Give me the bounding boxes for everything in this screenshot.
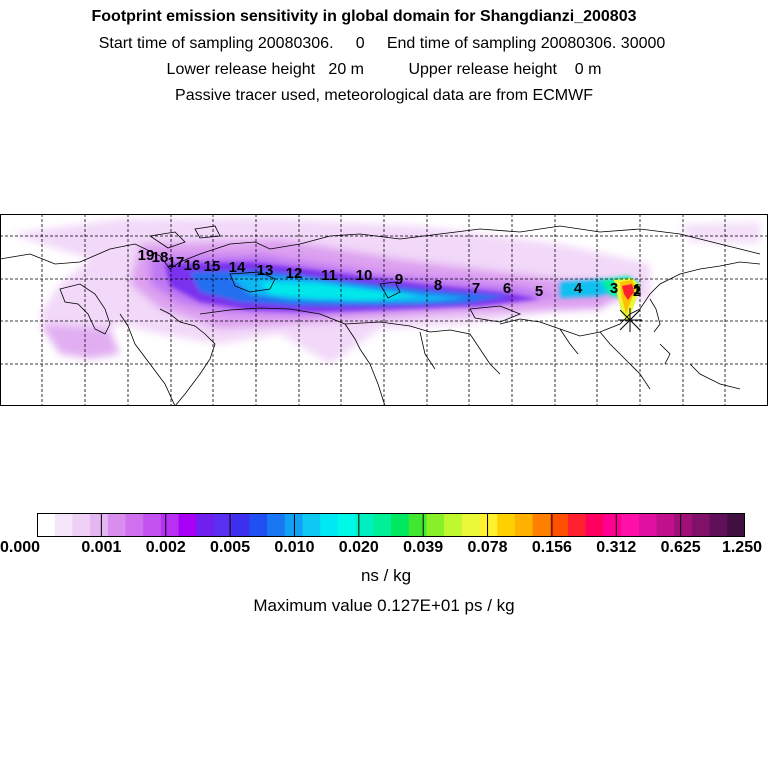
colorbar-tick-label: 1.250: [721, 539, 762, 556]
day-label: 16: [184, 257, 201, 274]
colorbar-cell: [320, 513, 339, 537]
day-label: 10: [356, 267, 373, 284]
colorbar-units: ns / kg: [360, 566, 412, 585]
colorbar-cell: [479, 513, 498, 537]
colorbar-cell: [532, 513, 551, 537]
colorbar-tick-label: 0.000: [0, 539, 41, 556]
colorbar-cell: [674, 513, 693, 537]
colorbar-cell: [143, 513, 162, 537]
colorbar-cell: [196, 513, 215, 537]
colorbar-cell: [54, 513, 73, 537]
day-label: 6: [503, 280, 511, 297]
colorbar-tick-label: 0.156: [531, 539, 572, 556]
colorbar-cell: [621, 513, 640, 537]
colorbar-cell: [727, 513, 745, 537]
plot-title: Footprint emission sensitivity in global…: [91, 8, 637, 25]
colorbar-cell: [426, 513, 445, 537]
colorbar-tick-label: 0.002: [145, 539, 186, 556]
colorbar-cell: [249, 513, 268, 537]
day-label: 13: [257, 262, 274, 279]
colorbar-cell: [302, 513, 321, 537]
maximum-value-text: Maximum value 0.127E+01 ps / kg: [253, 596, 515, 615]
colorbar-tick-label: 0.039: [403, 539, 444, 556]
colorbar-cell: [284, 513, 304, 537]
colorbar-cell: [355, 513, 374, 537]
colorbar-tick-label: 0.625: [660, 539, 701, 556]
day-label: 3: [610, 280, 618, 297]
graticule: [0, 214, 768, 406]
colorbar-cell: [408, 513, 427, 537]
colorbar-cell: [444, 513, 463, 537]
colorbar-cell: [178, 513, 197, 537]
day-label: 1: [633, 281, 641, 298]
colorbar-separators: [100, 513, 682, 537]
day-label: 19: [138, 247, 155, 264]
colorbar-tick-label: 0.001: [81, 539, 122, 556]
colorbar-cell: [373, 513, 392, 537]
day-label: 7: [472, 280, 480, 297]
day-label: 4: [574, 280, 583, 297]
colorbar-cell: [125, 513, 144, 537]
colorbar-cell: [337, 513, 357, 537]
colorbar-cell: [90, 513, 109, 537]
colorbar-cell: [603, 513, 622, 537]
colorbar-cell: [550, 513, 569, 537]
sampling-time-line: Start time of sampling 20080306. 0 End t…: [98, 35, 666, 52]
colorbar-cell: [72, 513, 91, 537]
colorbar-cell: [391, 513, 410, 537]
colorbar-cell: [461, 513, 481, 537]
tracer-info-line: Passive tracer used, meteorological data…: [175, 87, 593, 104]
day-label: 9: [395, 271, 403, 288]
day-label: 18: [152, 249, 169, 266]
colorbar-cell: [709, 513, 728, 537]
colorbar-cell: [231, 513, 250, 537]
colorbar-cell: [107, 513, 127, 537]
colorbar-cell: [37, 513, 56, 537]
colorbar-frame: [37, 513, 745, 537]
colorbar-cell: [497, 513, 516, 537]
footprint-map: 1 2 3 4 5 6 7 8 9 10 11 12 13 14 15 16 1…: [0, 214, 768, 406]
day-label: 15: [204, 258, 221, 275]
colorbar-cell: [267, 513, 286, 537]
colorbar-cell: [638, 513, 658, 537]
colorbar-cell: [585, 513, 604, 537]
colorbar-tick-label: 0.010: [274, 539, 315, 556]
colorbar-cell: [214, 513, 233, 537]
day-label: 2: [633, 283, 641, 300]
colorbar-tick-label: 0.078: [467, 539, 508, 556]
colorbar-cell: [691, 513, 711, 537]
colorbar-cell: [656, 513, 675, 537]
day-label: 17: [168, 254, 185, 271]
colorbar-cells: [37, 513, 745, 537]
day-label: 11: [321, 267, 337, 284]
day-label: 14: [229, 259, 246, 276]
sensitivity-field: [10, 218, 760, 364]
colorbar-tick-label: 0.312: [596, 539, 637, 556]
colorbar-cell: [568, 513, 587, 537]
day-label: 5: [535, 283, 543, 300]
colorbar-cell: [514, 513, 534, 537]
day-label: 12: [286, 265, 303, 282]
station-cross-icon: [618, 308, 642, 332]
colorbar-cell: [160, 513, 180, 537]
day-label: 8: [434, 277, 442, 294]
colorbar-tick-label: 0.020: [338, 539, 379, 556]
colorbar: [37, 513, 745, 537]
colorbar-tick-label: 0.005: [210, 539, 251, 556]
release-height-line: Lower release height 20 m Upper release …: [166, 61, 602, 78]
coastlines: [0, 225, 761, 406]
